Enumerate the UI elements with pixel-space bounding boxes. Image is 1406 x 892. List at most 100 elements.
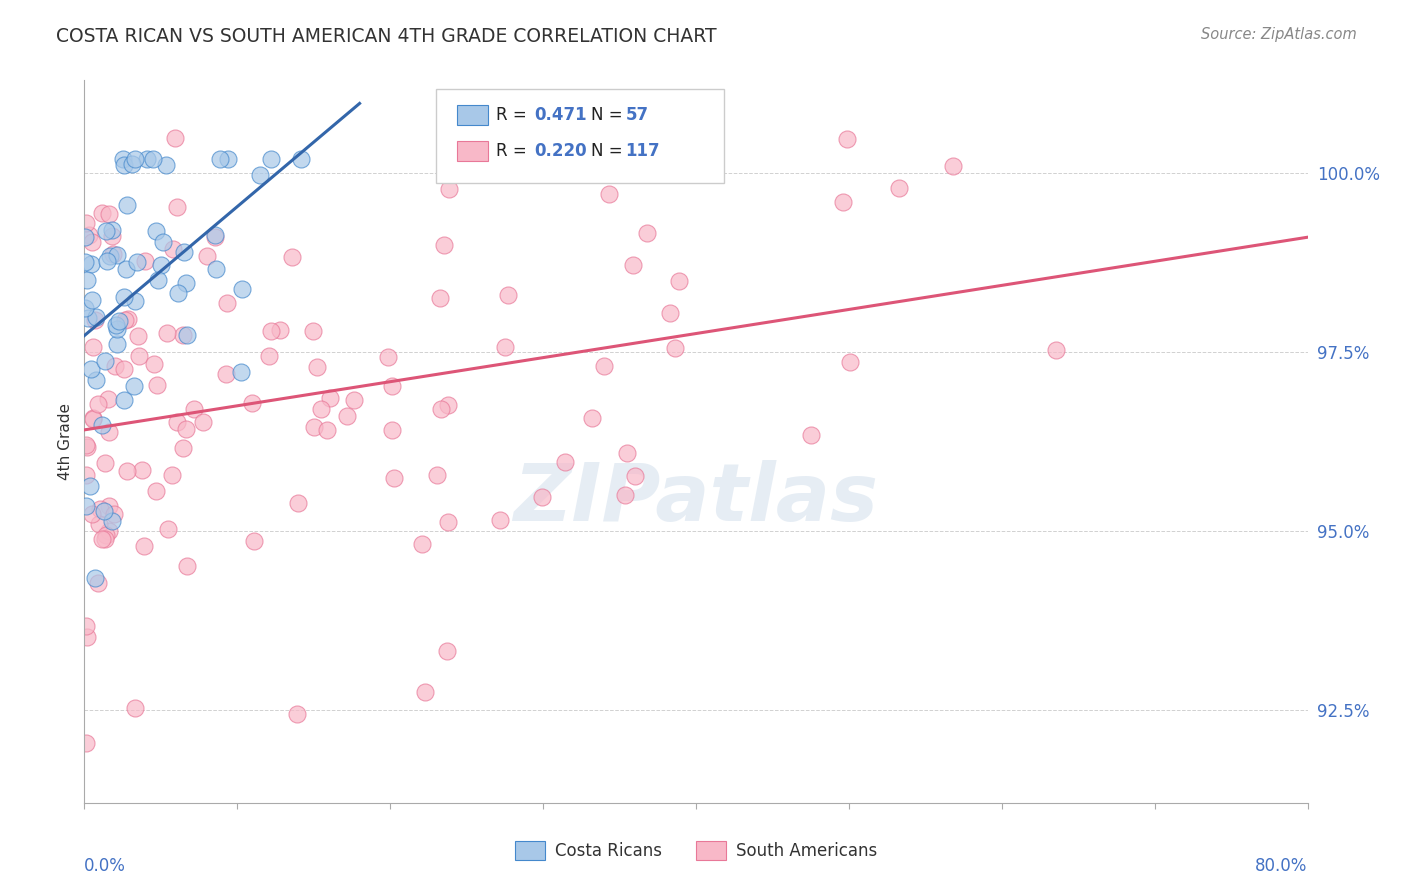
Point [131,463,153,477]
Point [105,322,128,336]
Text: 80.0%: 80.0% [1256,857,1308,875]
Point [290,152,312,166]
Point [319,391,342,405]
Point [172,441,194,455]
Point [381,423,404,437]
Point [305,360,328,375]
Text: ZIPatlas: ZIPatlas [513,460,879,539]
Text: 0.220: 0.220 [534,142,586,160]
Point [134,254,156,268]
Point [105,248,128,262]
Point [83,313,105,327]
Point [281,250,304,264]
Point [142,357,165,371]
Point [243,533,266,548]
Point [75,254,97,268]
Point [217,152,239,166]
Text: N =: N = [591,106,627,124]
Point [183,402,205,417]
Point [156,326,179,340]
Point [413,684,436,698]
Point [76,440,98,454]
Point [94,528,117,542]
Point [174,422,197,436]
Point [112,158,135,172]
Point [150,258,173,272]
Point [122,378,145,392]
Point [285,706,308,721]
Legend: Costa Ricans, South Americans: Costa Ricans, South Americans [509,834,883,867]
Text: R =: R = [496,142,533,160]
Point [128,349,150,363]
Point [115,261,138,276]
Point [124,701,146,715]
Point [75,500,97,514]
Point [121,157,143,171]
Point [75,301,97,316]
Point [240,395,263,409]
Text: 0.0%: 0.0% [84,857,127,875]
Point [302,324,325,338]
Point [506,130,529,145]
Point [145,224,167,238]
Point [382,470,405,484]
Point [98,249,121,263]
Point [136,152,159,166]
Point [942,159,965,173]
Point [103,507,125,521]
Point [134,539,156,553]
Point [204,228,226,243]
Point [112,362,135,376]
Point [114,313,136,327]
Point [173,245,195,260]
Text: 0.471: 0.471 [534,106,586,124]
Point [76,630,98,644]
Point [432,238,454,252]
Point [176,559,198,574]
Point [659,306,682,320]
Point [79,362,101,376]
Point [124,293,146,308]
Point [837,132,859,146]
Point [664,341,686,355]
Point [1045,343,1067,358]
Point [152,235,174,249]
Point [831,194,853,209]
Point [165,130,187,145]
Point [231,282,253,296]
Point [197,249,219,263]
Point [621,258,644,272]
Point [77,227,100,242]
Point [90,532,112,546]
Point [101,223,124,237]
Point [96,253,118,268]
Point [309,401,332,416]
Point [176,276,198,290]
Point [82,411,104,425]
Point [86,310,108,324]
Point [101,246,124,260]
Point [93,504,115,518]
Point [75,619,97,633]
Point [217,295,239,310]
Point [98,524,121,538]
Point [249,169,271,183]
Point [437,398,460,412]
Point [162,242,184,256]
Text: COSTA RICAN VS SOUTH AMERICAN 4TH GRADE CORRELATION CHART: COSTA RICAN VS SOUTH AMERICAN 4TH GRADE … [56,27,717,45]
Point [204,230,226,244]
Point [162,467,184,482]
Point [668,274,690,288]
Point [101,514,124,528]
Point [257,349,280,363]
Point [93,533,115,547]
Text: Source: ZipAtlas.com: Source: ZipAtlas.com [1201,27,1357,42]
Point [343,392,366,407]
Point [76,273,98,287]
Point [90,205,112,219]
Point [166,415,188,429]
Point [377,350,399,364]
Point [613,488,636,502]
Point [75,468,97,483]
Point [838,355,860,369]
